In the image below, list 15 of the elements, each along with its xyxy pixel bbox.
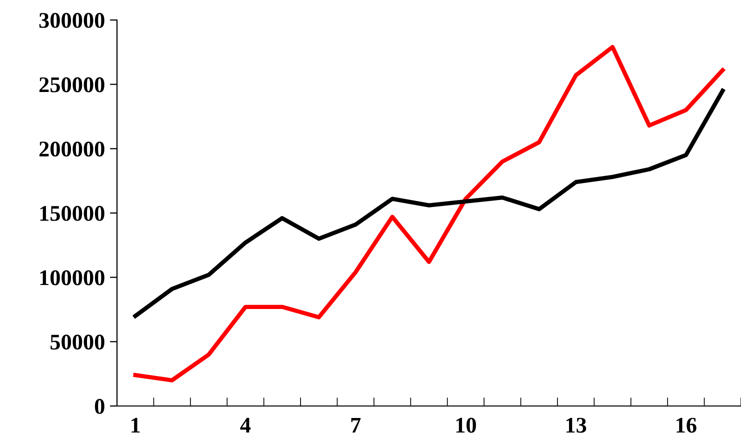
x-tick-label: 1 bbox=[132, 418, 140, 433]
x-tick-label: 7 bbox=[351, 418, 361, 433]
y-tick-label: 100000 bbox=[40, 270, 104, 286]
x-tick-label: 13 bbox=[566, 418, 586, 433]
y-tick-label: 150000 bbox=[40, 206, 104, 221]
y-tick-label: 50000 bbox=[50, 334, 104, 350]
y-tick-label: 250000 bbox=[39, 77, 104, 92]
line-series bbox=[133, 88, 725, 318]
y-tick-label: 200000 bbox=[39, 142, 104, 157]
x-tick-label: 10 bbox=[456, 418, 476, 433]
x-tick-label: 16 bbox=[676, 418, 696, 433]
x-tick-label: 4 bbox=[240, 418, 251, 433]
y-tick-label: 0 bbox=[94, 398, 104, 414]
line-series bbox=[133, 44, 725, 382]
y-tick-label: 300000 bbox=[39, 12, 104, 28]
